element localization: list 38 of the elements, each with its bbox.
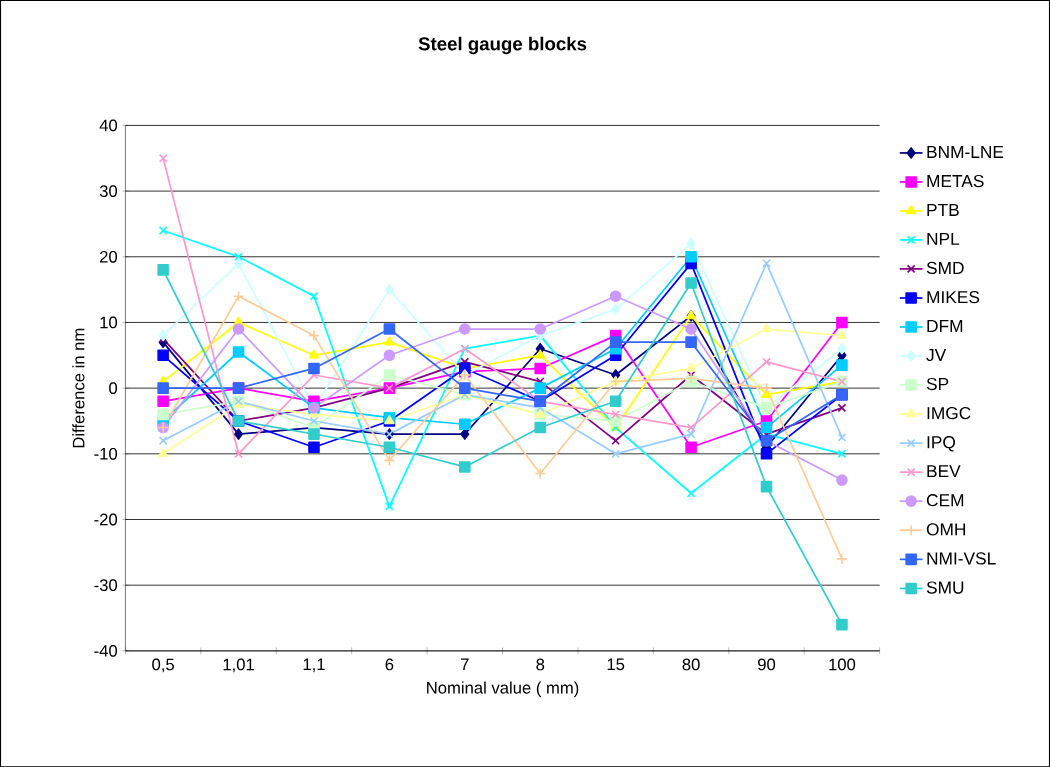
legend-label: JV: [926, 348, 947, 361]
y-axis-title: Difference in nm: [72, 328, 85, 448]
x-tick-label: 90: [758, 658, 776, 671]
legend-label: PTB: [927, 203, 959, 216]
legend-label: IPQ: [927, 435, 956, 452]
x-axis-title: Nominal value ( mm): [427, 681, 579, 697]
y-tick-label: -40: [94, 644, 118, 657]
legend-label: METAS: [927, 174, 984, 188]
x-tick-label: 7: [461, 658, 469, 670]
legend-label: SMD: [926, 261, 964, 274]
legend-label: NPL: [927, 232, 960, 245]
legend-label: BNM-LNE: [927, 145, 1004, 158]
legend-label: IMGC: [927, 406, 971, 420]
y-tick-label: 10: [100, 316, 118, 329]
legend-label: OMH: [926, 523, 966, 536]
legend-label: SP: [926, 377, 949, 391]
x-tick-label: 1,1: [303, 658, 325, 673]
legend-label: DFM: [927, 319, 963, 332]
x-tick-label: 100: [829, 658, 856, 671]
y-tick-label: -30: [94, 579, 118, 591]
y-tick-label: -10: [94, 447, 118, 460]
legend-label: SMU: [926, 581, 964, 594]
y-tick-label: 0: [109, 382, 118, 394]
x-tick-label: 15: [607, 658, 625, 671]
legend-label: BEV: [927, 465, 961, 477]
x-tick-label: 8: [536, 658, 545, 671]
chart-title: Steel gauge blocks: [418, 36, 587, 55]
x-tick-label: 1,01: [223, 658, 254, 673]
y-tick-label: -20: [94, 513, 118, 526]
legend-label: MIKES: [927, 290, 980, 304]
y-tick-label: 20: [100, 250, 118, 263]
x-tick-label: 6: [385, 658, 394, 671]
y-tick-label: 30: [99, 185, 118, 197]
y-tick-label: 40: [99, 119, 118, 132]
legend-label: NMI-VSL: [927, 552, 996, 565]
legend-label: CEM: [926, 493, 964, 507]
x-tick-label: 0,5: [152, 658, 174, 673]
x-tick-label: 80: [682, 658, 700, 671]
